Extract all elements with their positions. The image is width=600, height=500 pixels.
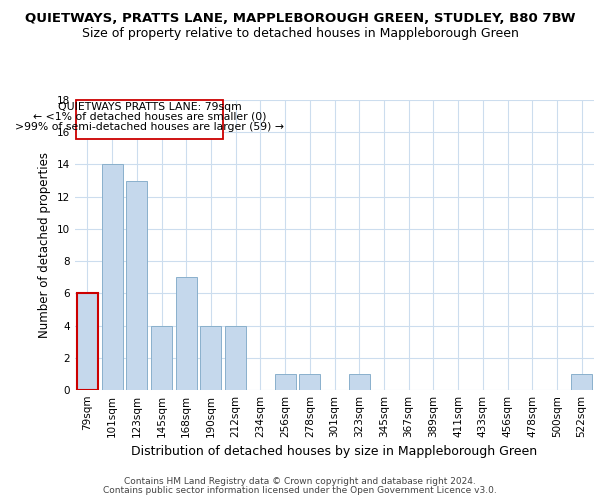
Text: Size of property relative to detached houses in Mappleborough Green: Size of property relative to detached ho… <box>82 28 518 40</box>
Bar <box>571 374 592 390</box>
Bar <box>349 374 370 390</box>
Text: ← <1% of detached houses are smaller (0): ← <1% of detached houses are smaller (0) <box>33 112 266 122</box>
X-axis label: Distribution of detached houses by size in Mappleborough Green: Distribution of detached houses by size … <box>131 446 538 458</box>
Text: QUIETWAYS, PRATTS LANE, MAPPLEBOROUGH GREEN, STUDLEY, B80 7BW: QUIETWAYS, PRATTS LANE, MAPPLEBOROUGH GR… <box>25 12 575 26</box>
Bar <box>225 326 246 390</box>
Bar <box>176 277 197 390</box>
Bar <box>77 294 98 390</box>
Bar <box>151 326 172 390</box>
Bar <box>299 374 320 390</box>
Bar <box>275 374 296 390</box>
Bar <box>200 326 221 390</box>
FancyBboxPatch shape <box>76 100 223 140</box>
Text: Contains HM Land Registry data © Crown copyright and database right 2024.: Contains HM Land Registry data © Crown c… <box>124 477 476 486</box>
Text: QUIETWAYS PRATTS LANE: 79sqm: QUIETWAYS PRATTS LANE: 79sqm <box>58 102 242 113</box>
Bar <box>126 180 147 390</box>
Text: >99% of semi-detached houses are larger (59) →: >99% of semi-detached houses are larger … <box>15 122 284 132</box>
Text: Contains public sector information licensed under the Open Government Licence v3: Contains public sector information licen… <box>103 486 497 495</box>
Bar <box>101 164 122 390</box>
Y-axis label: Number of detached properties: Number of detached properties <box>38 152 52 338</box>
